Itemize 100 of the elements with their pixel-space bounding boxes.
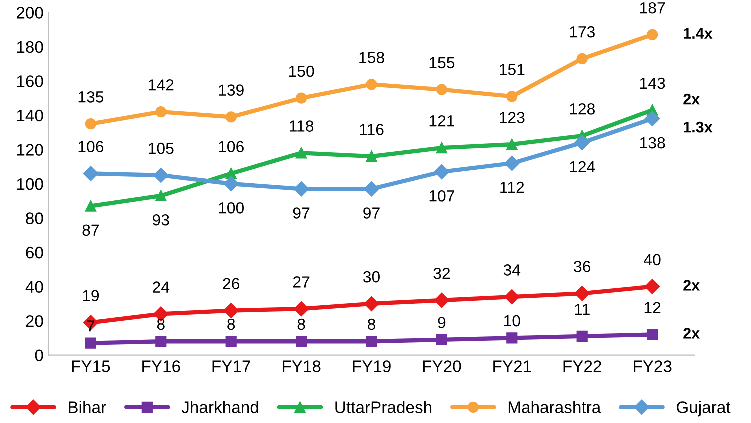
y-tick-label: 40 [26, 281, 44, 293]
data-label: 135 [78, 92, 104, 103]
point [296, 336, 308, 348]
data-label: 34 [504, 264, 521, 276]
x-tick-label: FY23 [634, 360, 672, 372]
legend-label: UttarPradesh [336, 401, 432, 414]
data-label: 8 [298, 318, 306, 330]
annotation: 2x [684, 328, 700, 339]
data-label: 9 [438, 317, 446, 328]
point [506, 139, 518, 150]
data-label: 8 [157, 318, 165, 330]
point [436, 334, 448, 346]
point [647, 29, 658, 41]
point [294, 301, 310, 317]
data-label: 106 [219, 141, 244, 153]
data-label: 36 [574, 261, 591, 272]
data-label: 118 [290, 120, 314, 132]
point [226, 336, 237, 348]
y-tick-label: 20 [26, 315, 44, 328]
point [436, 84, 448, 96]
y-tick-label: 80 [26, 212, 44, 224]
data-label: 150 [289, 66, 314, 78]
point [85, 338, 96, 349]
data-label: 173 [570, 26, 595, 38]
data-label: 105 [149, 142, 174, 154]
data-label: 40 [644, 254, 661, 266]
data-label: 97 [364, 208, 380, 219]
point [504, 290, 520, 305]
data-label: 187 [640, 2, 666, 14]
point [364, 182, 380, 197]
data-label: 124 [570, 161, 596, 173]
point [576, 53, 588, 64]
point [85, 200, 96, 212]
data-label: 138 [640, 137, 666, 149]
annotation: 2x [684, 280, 700, 291]
legend-label: Bihar [69, 401, 106, 414]
annotation: 1.3x [684, 122, 713, 133]
data-label: 121 [430, 116, 454, 127]
y-tick-label: 60 [26, 246, 44, 259]
point [647, 329, 658, 340]
data-label: 116 [360, 124, 384, 136]
data-label: 151 [500, 64, 525, 76]
point [434, 164, 450, 180]
data-label: 100 [219, 202, 244, 214]
data-label: 32 [434, 268, 450, 280]
y-tick-label: 160 [17, 76, 44, 88]
data-label: 26 [223, 278, 240, 290]
data-label: 24 [153, 282, 170, 293]
data-label: 11 [575, 304, 590, 316]
point [364, 296, 380, 312]
data-label: 8 [228, 318, 236, 330]
point [366, 151, 378, 162]
point [156, 106, 167, 118]
data-label: 97 [293, 208, 310, 219]
x-tick-label: FY19 [353, 360, 391, 372]
y-tick-label: 200 [16, 7, 44, 19]
x-tick-label: FY17 [212, 360, 250, 372]
point [226, 112, 237, 123]
legend-label: Jharkhand [182, 401, 258, 414]
data-label: 155 [430, 57, 455, 69]
point [83, 166, 99, 182]
point [296, 148, 308, 159]
data-label: 106 [78, 141, 104, 153]
annotation: 1.4x [684, 28, 713, 39]
point [504, 156, 520, 172]
y-tick-label: 180 [17, 41, 44, 54]
data-label: 10 [504, 315, 520, 327]
data-label: 12 [644, 302, 661, 314]
point [644, 279, 660, 294]
point [574, 286, 590, 302]
point [366, 79, 378, 90]
y-tick-label: 140 [17, 110, 44, 122]
x-tick-label: FY18 [282, 360, 321, 372]
point [224, 303, 239, 318]
data-label: 142 [149, 80, 174, 91]
point [156, 336, 167, 348]
data-label: 107 [430, 190, 454, 202]
point [574, 135, 590, 150]
x-tick-label: FY16 [142, 360, 180, 372]
x-tick-label: FY22 [564, 360, 602, 372]
data-label: 19 [83, 290, 100, 302]
data-label: 123 [500, 112, 525, 124]
point [576, 330, 588, 342]
point [294, 182, 310, 197]
point [296, 92, 308, 104]
data-label: 158 [360, 52, 384, 64]
point [644, 111, 660, 126]
y-tick-label: 120 [17, 144, 44, 156]
x-tick-label: FY20 [423, 360, 462, 372]
legend-label: Maharashtra [508, 401, 602, 414]
data-label: 139 [219, 84, 244, 96]
data-label: 8 [368, 318, 376, 330]
point [366, 336, 378, 348]
data-label: 143 [640, 78, 666, 90]
data-label: 30 [363, 271, 380, 283]
point [156, 190, 167, 202]
point [434, 292, 450, 308]
data-label: 87 [82, 224, 100, 236]
point [85, 118, 96, 130]
data-label: 128 [570, 104, 595, 115]
